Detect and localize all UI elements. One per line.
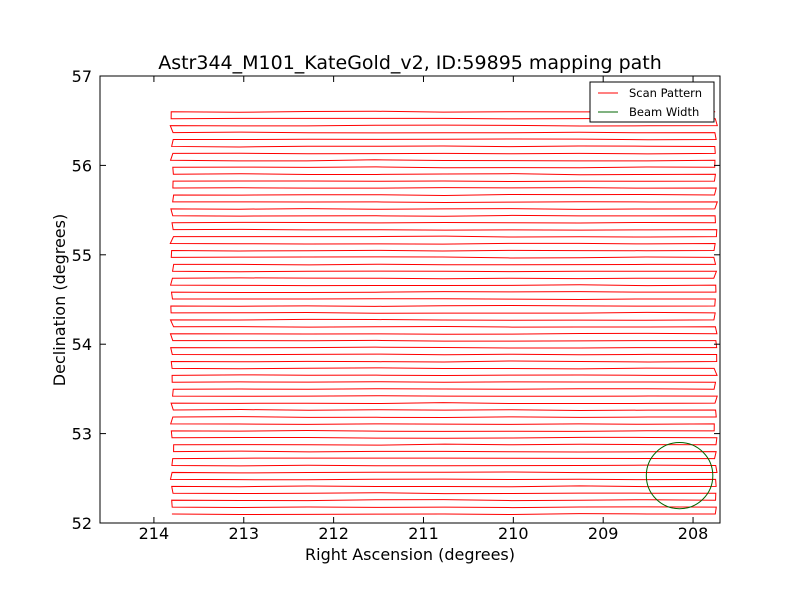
- y-tick-label: 52: [72, 514, 92, 533]
- x-axis-label: Right Ascension (degrees): [305, 545, 515, 564]
- plot-area: [169, 110, 719, 516]
- x-tick-label: 210: [498, 524, 529, 543]
- beam-width-circle: [645, 442, 714, 510]
- y-tick-label: 55: [72, 246, 92, 265]
- x-axis-ticks: 214 213 212 211 210 209 208: [139, 76, 709, 543]
- y-tick-label: 56: [72, 156, 92, 175]
- x-tick-label: 214: [139, 524, 170, 543]
- y-tick-label: 54: [72, 335, 92, 354]
- y-axis-ticks: 52 53 54 55 56 57: [72, 67, 720, 533]
- scan-pattern-line: [169, 110, 719, 516]
- legend: Scan Pattern Beam Width: [589, 81, 715, 123]
- x-tick-label: 213: [228, 524, 259, 543]
- legend-box: [589, 81, 715, 123]
- y-axis-label: Declination (degrees): [50, 214, 69, 386]
- x-tick-label: 211: [408, 524, 439, 543]
- x-tick-label: 212: [318, 524, 349, 543]
- legend-label-beam-width: Beam Width: [629, 105, 699, 119]
- legend-label-scan-pattern: Scan Pattern: [629, 86, 702, 100]
- plot-frame: [99, 75, 721, 524]
- y-tick-label: 57: [72, 67, 92, 86]
- x-tick-label: 208: [678, 524, 709, 543]
- chart-title: Astr344_M101_KateGold_v2, ID:59895 mappi…: [158, 52, 662, 74]
- y-tick-label: 53: [72, 425, 92, 444]
- x-tick-label: 209: [588, 524, 619, 543]
